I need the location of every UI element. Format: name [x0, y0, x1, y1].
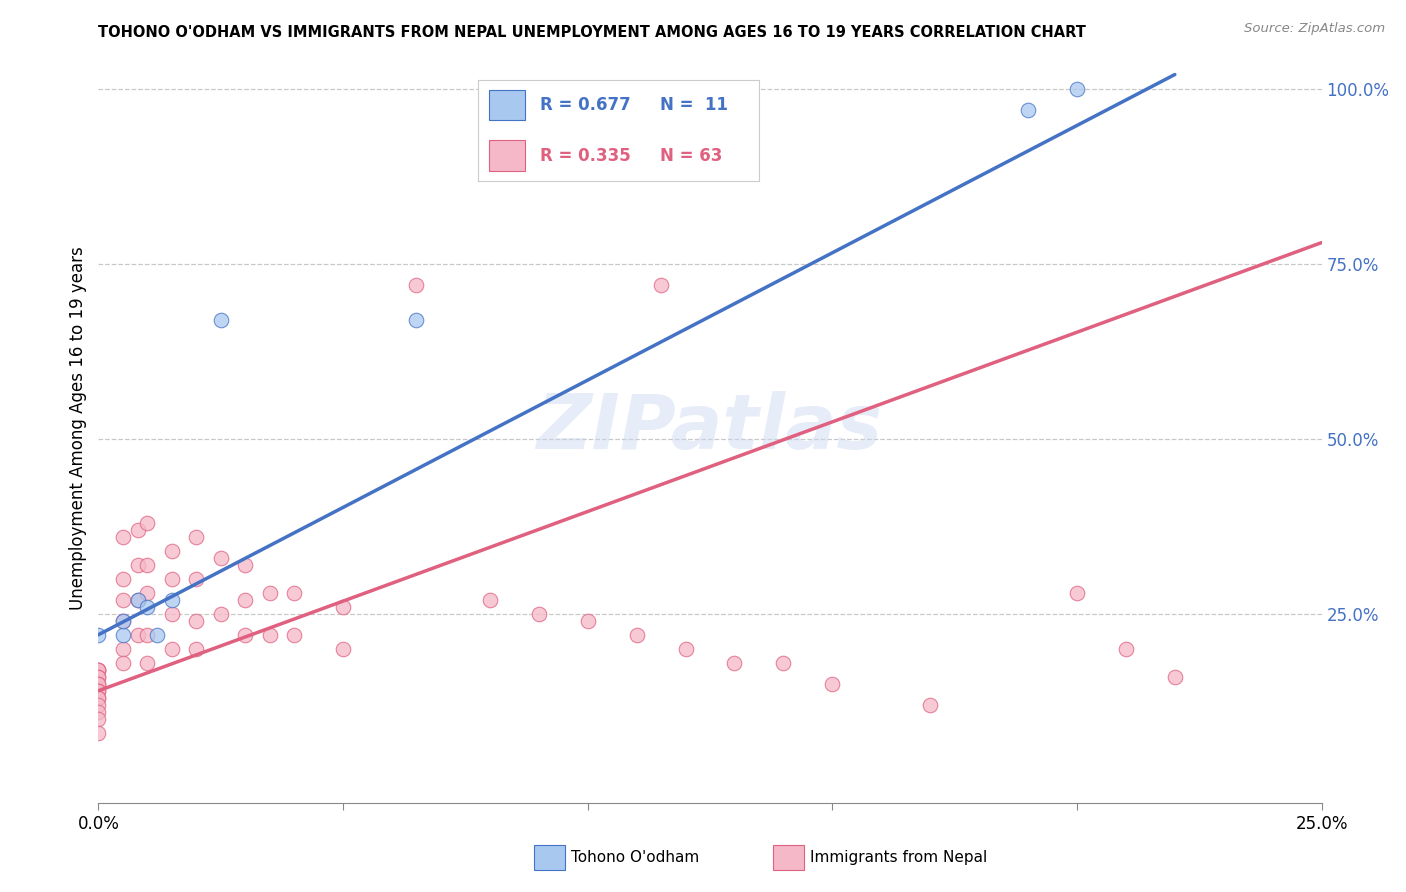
Point	[111, 656, 134, 670]
Point	[87, 712, 110, 726]
Point	[920, 698, 942, 712]
Point	[186, 614, 208, 628]
Point	[405, 277, 427, 292]
Point	[87, 677, 110, 691]
Point	[87, 628, 110, 642]
Point	[127, 628, 149, 642]
Point	[136, 599, 159, 614]
Point	[160, 572, 183, 586]
Point	[111, 614, 134, 628]
Point	[160, 607, 183, 621]
Point	[146, 628, 169, 642]
Point	[127, 592, 149, 607]
Point	[87, 725, 110, 739]
Point	[87, 698, 110, 712]
Point	[186, 572, 208, 586]
Point	[209, 607, 232, 621]
Point	[478, 592, 501, 607]
Point	[675, 641, 697, 656]
Point	[136, 585, 159, 599]
Point	[233, 628, 256, 642]
Point	[650, 277, 672, 292]
Point	[405, 312, 427, 326]
Point	[111, 614, 134, 628]
Point	[87, 663, 110, 677]
Point	[576, 614, 599, 628]
Point	[160, 641, 183, 656]
Point	[87, 690, 110, 705]
Point	[111, 592, 134, 607]
Point	[111, 641, 134, 656]
Y-axis label: Unemployment Among Ages 16 to 19 years: Unemployment Among Ages 16 to 19 years	[69, 246, 87, 610]
Point	[209, 550, 232, 565]
Point	[136, 558, 159, 572]
Point	[233, 592, 256, 607]
Point	[160, 592, 183, 607]
Text: ZIPatlas: ZIPatlas	[537, 392, 883, 465]
Point	[136, 628, 159, 642]
Text: TOHONO O'ODHAM VS IMMIGRANTS FROM NEPAL UNEMPLOYMENT AMONG AGES 16 TO 19 YEARS C: TOHONO O'ODHAM VS IMMIGRANTS FROM NEPAL …	[98, 25, 1087, 40]
Point	[87, 663, 110, 677]
Point	[283, 628, 305, 642]
Point	[233, 558, 256, 572]
Point	[87, 670, 110, 684]
Point	[87, 683, 110, 698]
Point	[1066, 81, 1088, 95]
Point	[1164, 670, 1187, 684]
Point	[127, 523, 149, 537]
Point	[136, 656, 159, 670]
Point	[772, 656, 794, 670]
Text: Immigrants from Nepal: Immigrants from Nepal	[810, 850, 987, 864]
Point	[127, 558, 149, 572]
Point	[723, 656, 745, 670]
Point	[111, 628, 134, 642]
Point	[527, 607, 550, 621]
Point	[87, 690, 110, 705]
Text: Tohono O'odham: Tohono O'odham	[571, 850, 699, 864]
Point	[111, 530, 134, 544]
Point	[259, 585, 281, 599]
Point	[259, 628, 281, 642]
Point	[136, 516, 159, 530]
Point	[283, 585, 305, 599]
Point	[87, 683, 110, 698]
Point	[87, 670, 110, 684]
Point	[127, 592, 149, 607]
Point	[87, 705, 110, 719]
Text: Source: ZipAtlas.com: Source: ZipAtlas.com	[1244, 22, 1385, 36]
Point	[209, 312, 232, 326]
Point	[1066, 585, 1088, 599]
Point	[332, 599, 354, 614]
Point	[186, 530, 208, 544]
Point	[111, 572, 134, 586]
Point	[186, 641, 208, 656]
Point	[1017, 103, 1039, 117]
Point	[160, 543, 183, 558]
Point	[821, 677, 844, 691]
Point	[332, 641, 354, 656]
Point	[1115, 641, 1137, 656]
Point	[626, 628, 648, 642]
Point	[87, 677, 110, 691]
Point	[87, 663, 110, 677]
